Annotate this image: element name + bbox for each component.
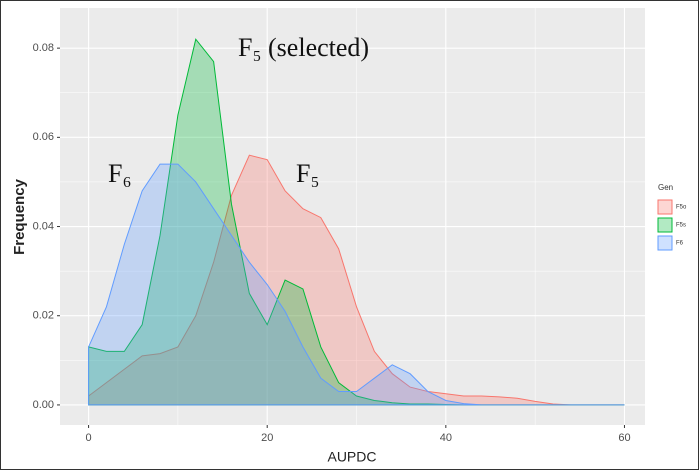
panel: [60, 8, 645, 425]
x-tick-label: 0: [86, 432, 92, 444]
legend-key: [657, 217, 673, 233]
y-tick-label: 0.08: [33, 42, 54, 54]
legend: F5o F5s F6: [657, 199, 687, 251]
y-tick-label: 0.02: [33, 310, 54, 322]
annotation: F₆: [108, 159, 132, 188]
legend-key: [657, 199, 673, 215]
y-tick-label: 0.06: [33, 131, 54, 143]
legend-title: Gen: [658, 183, 673, 192]
annotation: F₅: [296, 159, 320, 188]
legend-label: F6: [676, 241, 684, 247]
density-area: [88, 154, 625, 406]
y-tick-label: 0.00: [33, 399, 54, 411]
legend-key: [657, 235, 673, 251]
legend-label: F5s: [676, 223, 686, 229]
y-tick-label: 0.04: [33, 220, 54, 232]
annotation: F₅ (selected): [238, 33, 369, 62]
legend-label: F5o: [676, 205, 687, 211]
density-area: [88, 163, 625, 406]
x-axis-title: AUPDC: [327, 449, 376, 465]
x-tick-label: 20: [261, 432, 273, 444]
y-axis-title: Frequency: [11, 178, 28, 255]
x-tick-label: 60: [618, 432, 630, 444]
areas: [88, 38, 625, 406]
grid: [60, 8, 645, 425]
x-tick-label: 40: [440, 432, 452, 444]
